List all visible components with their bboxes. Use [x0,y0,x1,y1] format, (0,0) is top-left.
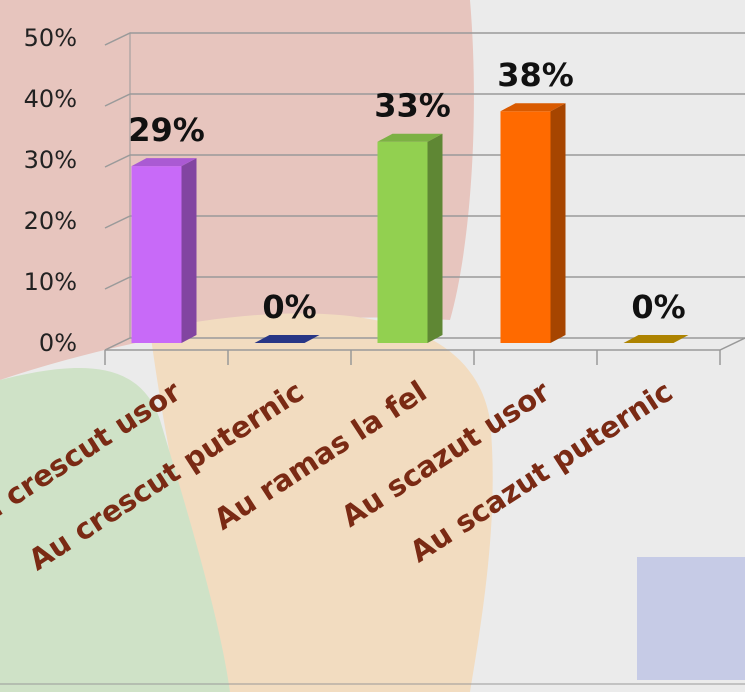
value-label: 38% [497,56,574,94]
bar-face [500,103,566,112]
panel [637,557,745,680]
bg-blob [0,0,474,380]
y-tick-label: 0% [39,329,77,357]
bar [377,133,443,343]
bar-face [377,133,443,142]
bar [254,335,320,343]
y-tick-label: 50% [24,24,77,52]
grid-line [104,32,745,46]
bar [500,103,566,343]
y-tick-label: 10% [24,268,77,296]
value-label: 29% [128,111,205,149]
value-label: 0% [631,288,685,326]
y-tick-label: 30% [24,146,77,174]
bar-face [550,103,566,343]
y-tick-label: 40% [24,85,77,113]
bar-face [500,111,551,343]
value-label: 33% [374,87,451,125]
bg-blob [150,313,493,692]
bar-face [377,141,428,343]
bar-face [623,335,689,343]
bar [131,158,197,343]
bar-face [254,335,320,343]
bar-face [427,133,443,343]
bar-face [181,158,197,343]
grid-line [104,93,745,107]
value-label: 0% [262,288,316,326]
bar-face [131,158,197,167]
bar [623,335,689,343]
bg-blob [0,368,230,692]
bar-face [131,166,182,343]
y-tick-label: 20% [24,207,77,235]
